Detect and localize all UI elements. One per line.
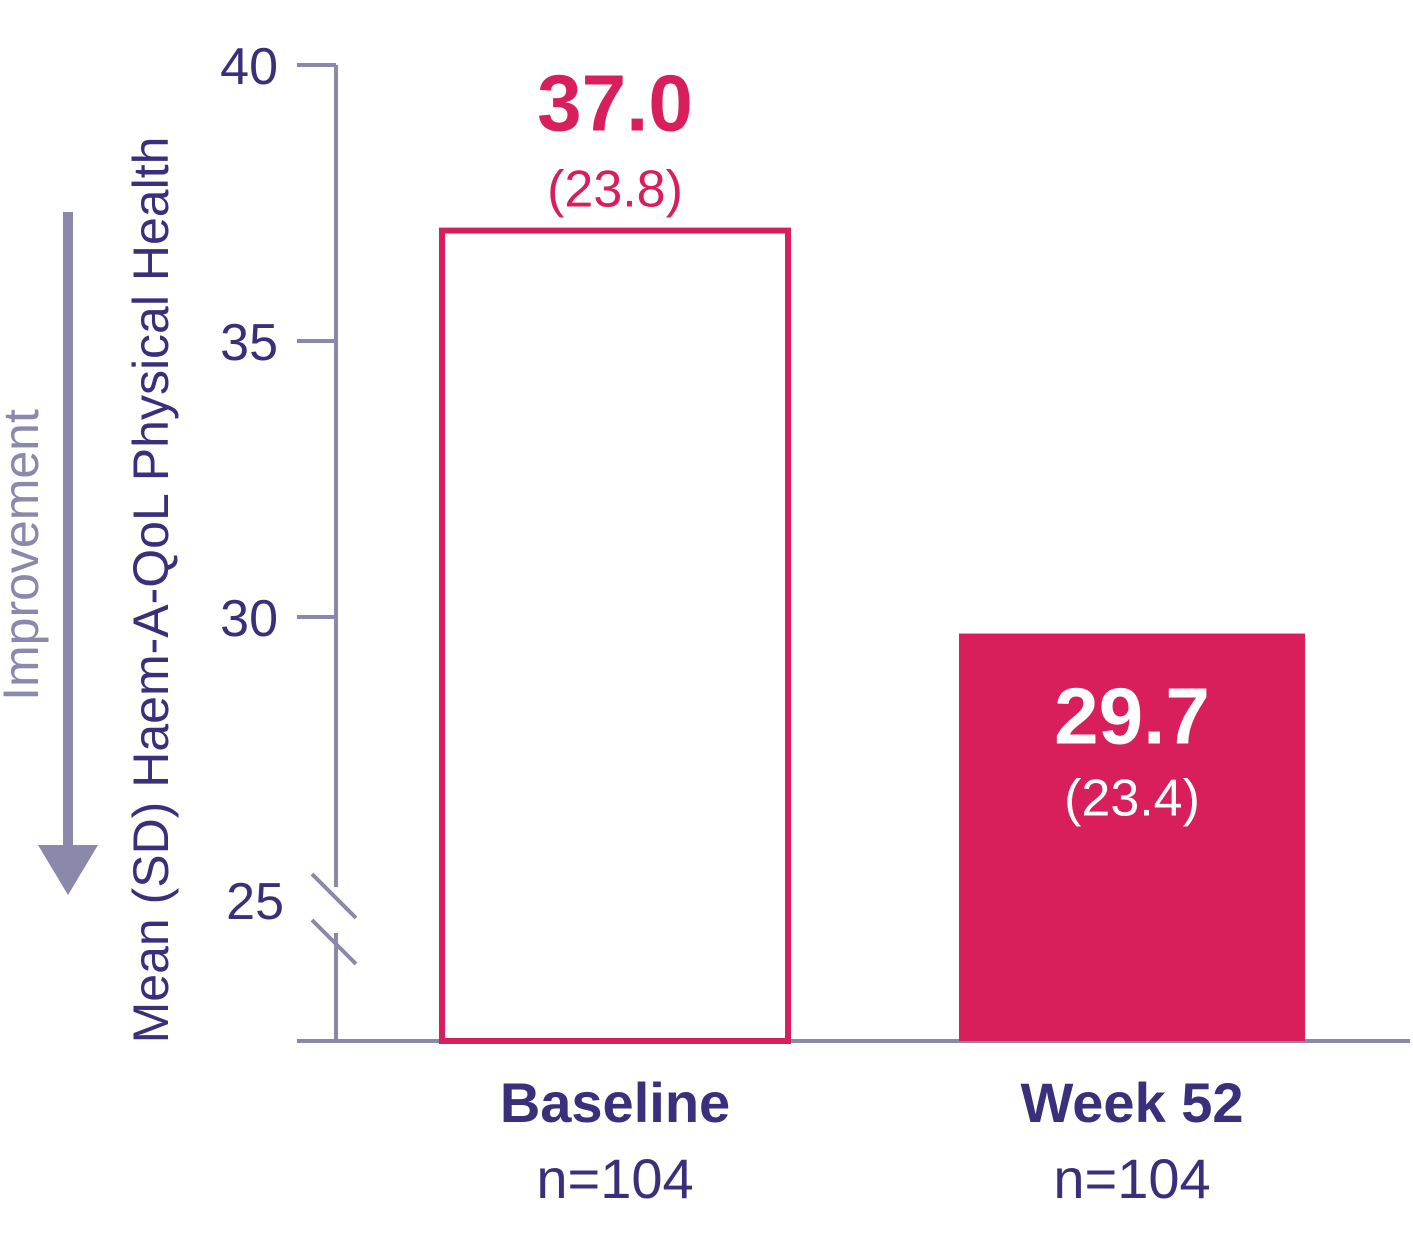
- axis-break-mark: [310, 918, 358, 966]
- data-label-sd: (23.4): [1064, 770, 1200, 828]
- improvement-label: Improvement: [0, 409, 49, 701]
- y-tick-label: 30: [220, 590, 278, 648]
- data-label-value: 29.7: [1054, 672, 1210, 761]
- data-label-value: 37.0: [537, 59, 693, 148]
- data-label-sd: (23.8): [547, 161, 683, 219]
- x-tick-label: Baseline: [500, 1071, 730, 1134]
- improvement-indicator: Improvement: [0, 212, 98, 895]
- y-tick-label: 25: [226, 873, 284, 931]
- bar: [439, 227, 791, 1045]
- x-tick-sample-size: n=104: [536, 1147, 693, 1210]
- x-tick-sample-size: n=104: [1053, 1147, 1210, 1210]
- bars: [439, 227, 1305, 1045]
- y-tick-label: 40: [220, 38, 278, 96]
- labels: 25 30 35 40 37.0 (23.8) Baseline n=104 29.7 (23.4…: [220, 38, 1243, 1210]
- improvement-arrow-icon: [38, 845, 98, 895]
- bar: [959, 633, 1305, 1041]
- x-tick-label: Week 52: [1020, 1071, 1243, 1134]
- y-axis-label: Mean (SD) Haem-A-QoL Physical Health: [123, 137, 179, 1044]
- y-tick-label: 35: [220, 314, 278, 372]
- axis-break-mark: [310, 872, 358, 920]
